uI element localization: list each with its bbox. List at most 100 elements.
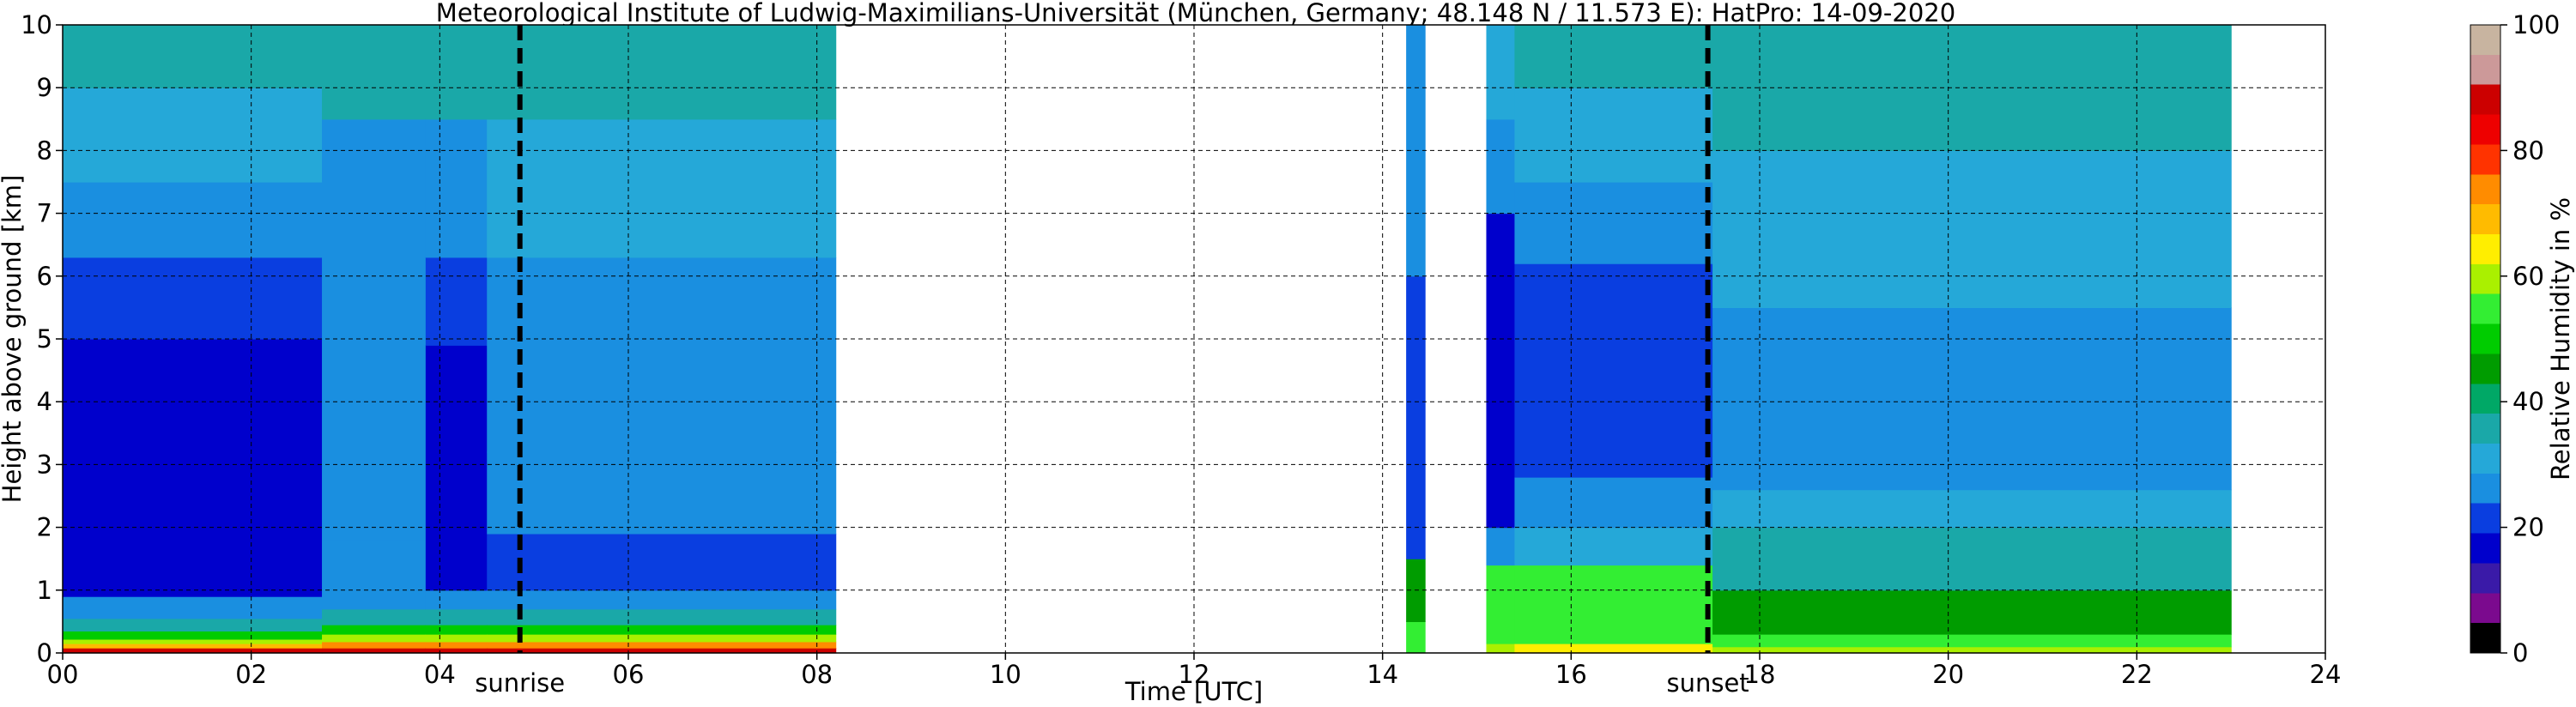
heatmap-cell xyxy=(487,641,837,649)
colorbar-tick-label: 20 xyxy=(2512,513,2544,542)
colorbar-tick-label: 100 xyxy=(2512,10,2560,39)
heatmap-cell xyxy=(1514,527,1713,566)
y-tick-label: 6 xyxy=(37,262,52,291)
x-tick-label: 10 xyxy=(990,660,1021,689)
colorbar-tick-label: 0 xyxy=(2512,638,2528,668)
heatmap-cell xyxy=(425,625,488,635)
heatmap-cell xyxy=(1486,213,1516,529)
heatmap-cell xyxy=(322,608,427,625)
y-tick-label: 2 xyxy=(37,513,52,542)
heatmap-cell xyxy=(322,540,427,591)
heatmap-cell xyxy=(1514,25,1713,88)
heatmap-cell xyxy=(487,648,837,654)
heatmap-cell xyxy=(1712,527,2232,591)
heatmap-cell xyxy=(63,527,323,559)
heatmap-cell xyxy=(63,644,323,649)
heatmap-cell xyxy=(487,533,837,591)
heatmap-cell xyxy=(1486,644,1516,654)
x-axis: 00 02 04 06 08 10 12 14 16 18 20 22 24 xyxy=(47,653,2342,689)
heatmap-cell xyxy=(1514,565,1713,644)
y-tick-label: 9 xyxy=(37,73,52,102)
chart-title: Meteorological Institute of Ludwig-Maxim… xyxy=(436,0,1955,27)
colorbar-tick-label: 60 xyxy=(2512,262,2544,291)
heatmap-cell xyxy=(425,257,488,346)
heatmap-cell xyxy=(63,464,323,529)
heatmap-cell xyxy=(1712,307,2232,491)
sunset-label: sunset xyxy=(1666,668,1749,698)
event-lines: sunrise sunset xyxy=(475,25,1749,698)
y-tick-label: 7 xyxy=(37,199,52,228)
heatmap-cell xyxy=(322,648,427,654)
colorbar-label: Relative Humidity in % xyxy=(2546,197,2575,480)
heatmap-cell xyxy=(322,257,427,465)
heatmap-cell xyxy=(63,25,323,88)
heatmap-cell xyxy=(1486,118,1516,215)
heatmap-cell xyxy=(487,118,837,258)
plot-area: sunrise sunset xyxy=(62,24,2326,698)
colorbar-tick-label: 80 xyxy=(2512,136,2544,165)
heatmap-cell xyxy=(1406,275,1426,559)
heatmap-cell xyxy=(487,451,837,535)
y-tick-label: 10 xyxy=(21,10,52,39)
y-tick-label: 5 xyxy=(37,324,52,354)
y-tick-label: 3 xyxy=(37,450,52,479)
heatmap-cell xyxy=(63,596,323,619)
heatmap-cell xyxy=(1712,589,2232,635)
heatmap-cell xyxy=(487,257,837,453)
heatmap-cell xyxy=(63,648,323,654)
heatmap-cell xyxy=(63,631,323,640)
heatmap-cell xyxy=(1486,25,1516,120)
heatmap-cell xyxy=(1514,644,1713,654)
heatmap-cell xyxy=(322,634,427,643)
heatmap-cell xyxy=(1712,150,2232,308)
y-axis: 0 1 2 3 4 5 6 7 8 9 10 xyxy=(21,10,63,668)
heatmap-cell xyxy=(425,648,488,654)
heatmap-cell xyxy=(1514,477,1713,529)
heatmap-cell xyxy=(63,257,323,340)
colorbar-scale xyxy=(2470,24,2501,654)
heatmap-cells xyxy=(63,25,2232,654)
x-tick-label: 14 xyxy=(1367,660,1398,689)
x-tick-label: 00 xyxy=(47,660,79,689)
heatmap-cell xyxy=(1712,634,2232,648)
heatmap-cell xyxy=(322,589,427,610)
heatmap-cell xyxy=(425,589,488,610)
x-tick-label: 04 xyxy=(424,660,456,689)
heatmap-cell xyxy=(1406,621,1426,654)
x-tick-label: 18 xyxy=(1744,660,1776,689)
heatmap-cell xyxy=(1712,489,2232,529)
x-tick-label: 24 xyxy=(2310,660,2342,689)
grid-lines xyxy=(63,25,2325,653)
heatmap-cell xyxy=(487,634,837,643)
heatmap-cell xyxy=(425,345,488,465)
x-axis-label: Time [UTC] xyxy=(1124,677,1263,706)
colorbar-tick-label: 40 xyxy=(2512,387,2544,416)
heatmap-cell xyxy=(487,608,837,625)
x-tick-label: 22 xyxy=(2121,660,2153,689)
x-tick-label: 12 xyxy=(1179,660,1210,689)
heatmap-cell xyxy=(425,608,488,625)
y-tick-label: 4 xyxy=(37,387,52,416)
heatmap-cell xyxy=(322,25,427,120)
heatmap-cell xyxy=(322,625,427,635)
heatmap-cell xyxy=(1514,182,1713,264)
heatmap-cell xyxy=(63,638,323,644)
x-tick-label: 02 xyxy=(235,660,267,689)
heatmap-cell xyxy=(322,464,427,541)
heatmap-cell xyxy=(425,25,488,120)
colorbar: 0 20 40 60 80 100 Relative Humidity in % xyxy=(2470,10,2575,668)
heatmap-cell xyxy=(1514,339,1713,478)
x-tick-label: 06 xyxy=(613,660,645,689)
y-tick-label: 1 xyxy=(37,576,52,605)
y-tick-label: 8 xyxy=(37,136,52,165)
heatmap-cell xyxy=(1712,646,2232,654)
heatmap-cell xyxy=(1486,565,1516,644)
sunrise-label: sunrise xyxy=(475,668,565,698)
x-tick-label: 20 xyxy=(1932,660,1964,689)
heatmap-cell xyxy=(63,88,323,183)
heatmap-cell xyxy=(63,559,323,597)
heatmap-cell xyxy=(1514,88,1713,183)
heatmap-cell xyxy=(1514,263,1713,340)
y-axis-label: Height above ground [km] xyxy=(0,175,27,504)
